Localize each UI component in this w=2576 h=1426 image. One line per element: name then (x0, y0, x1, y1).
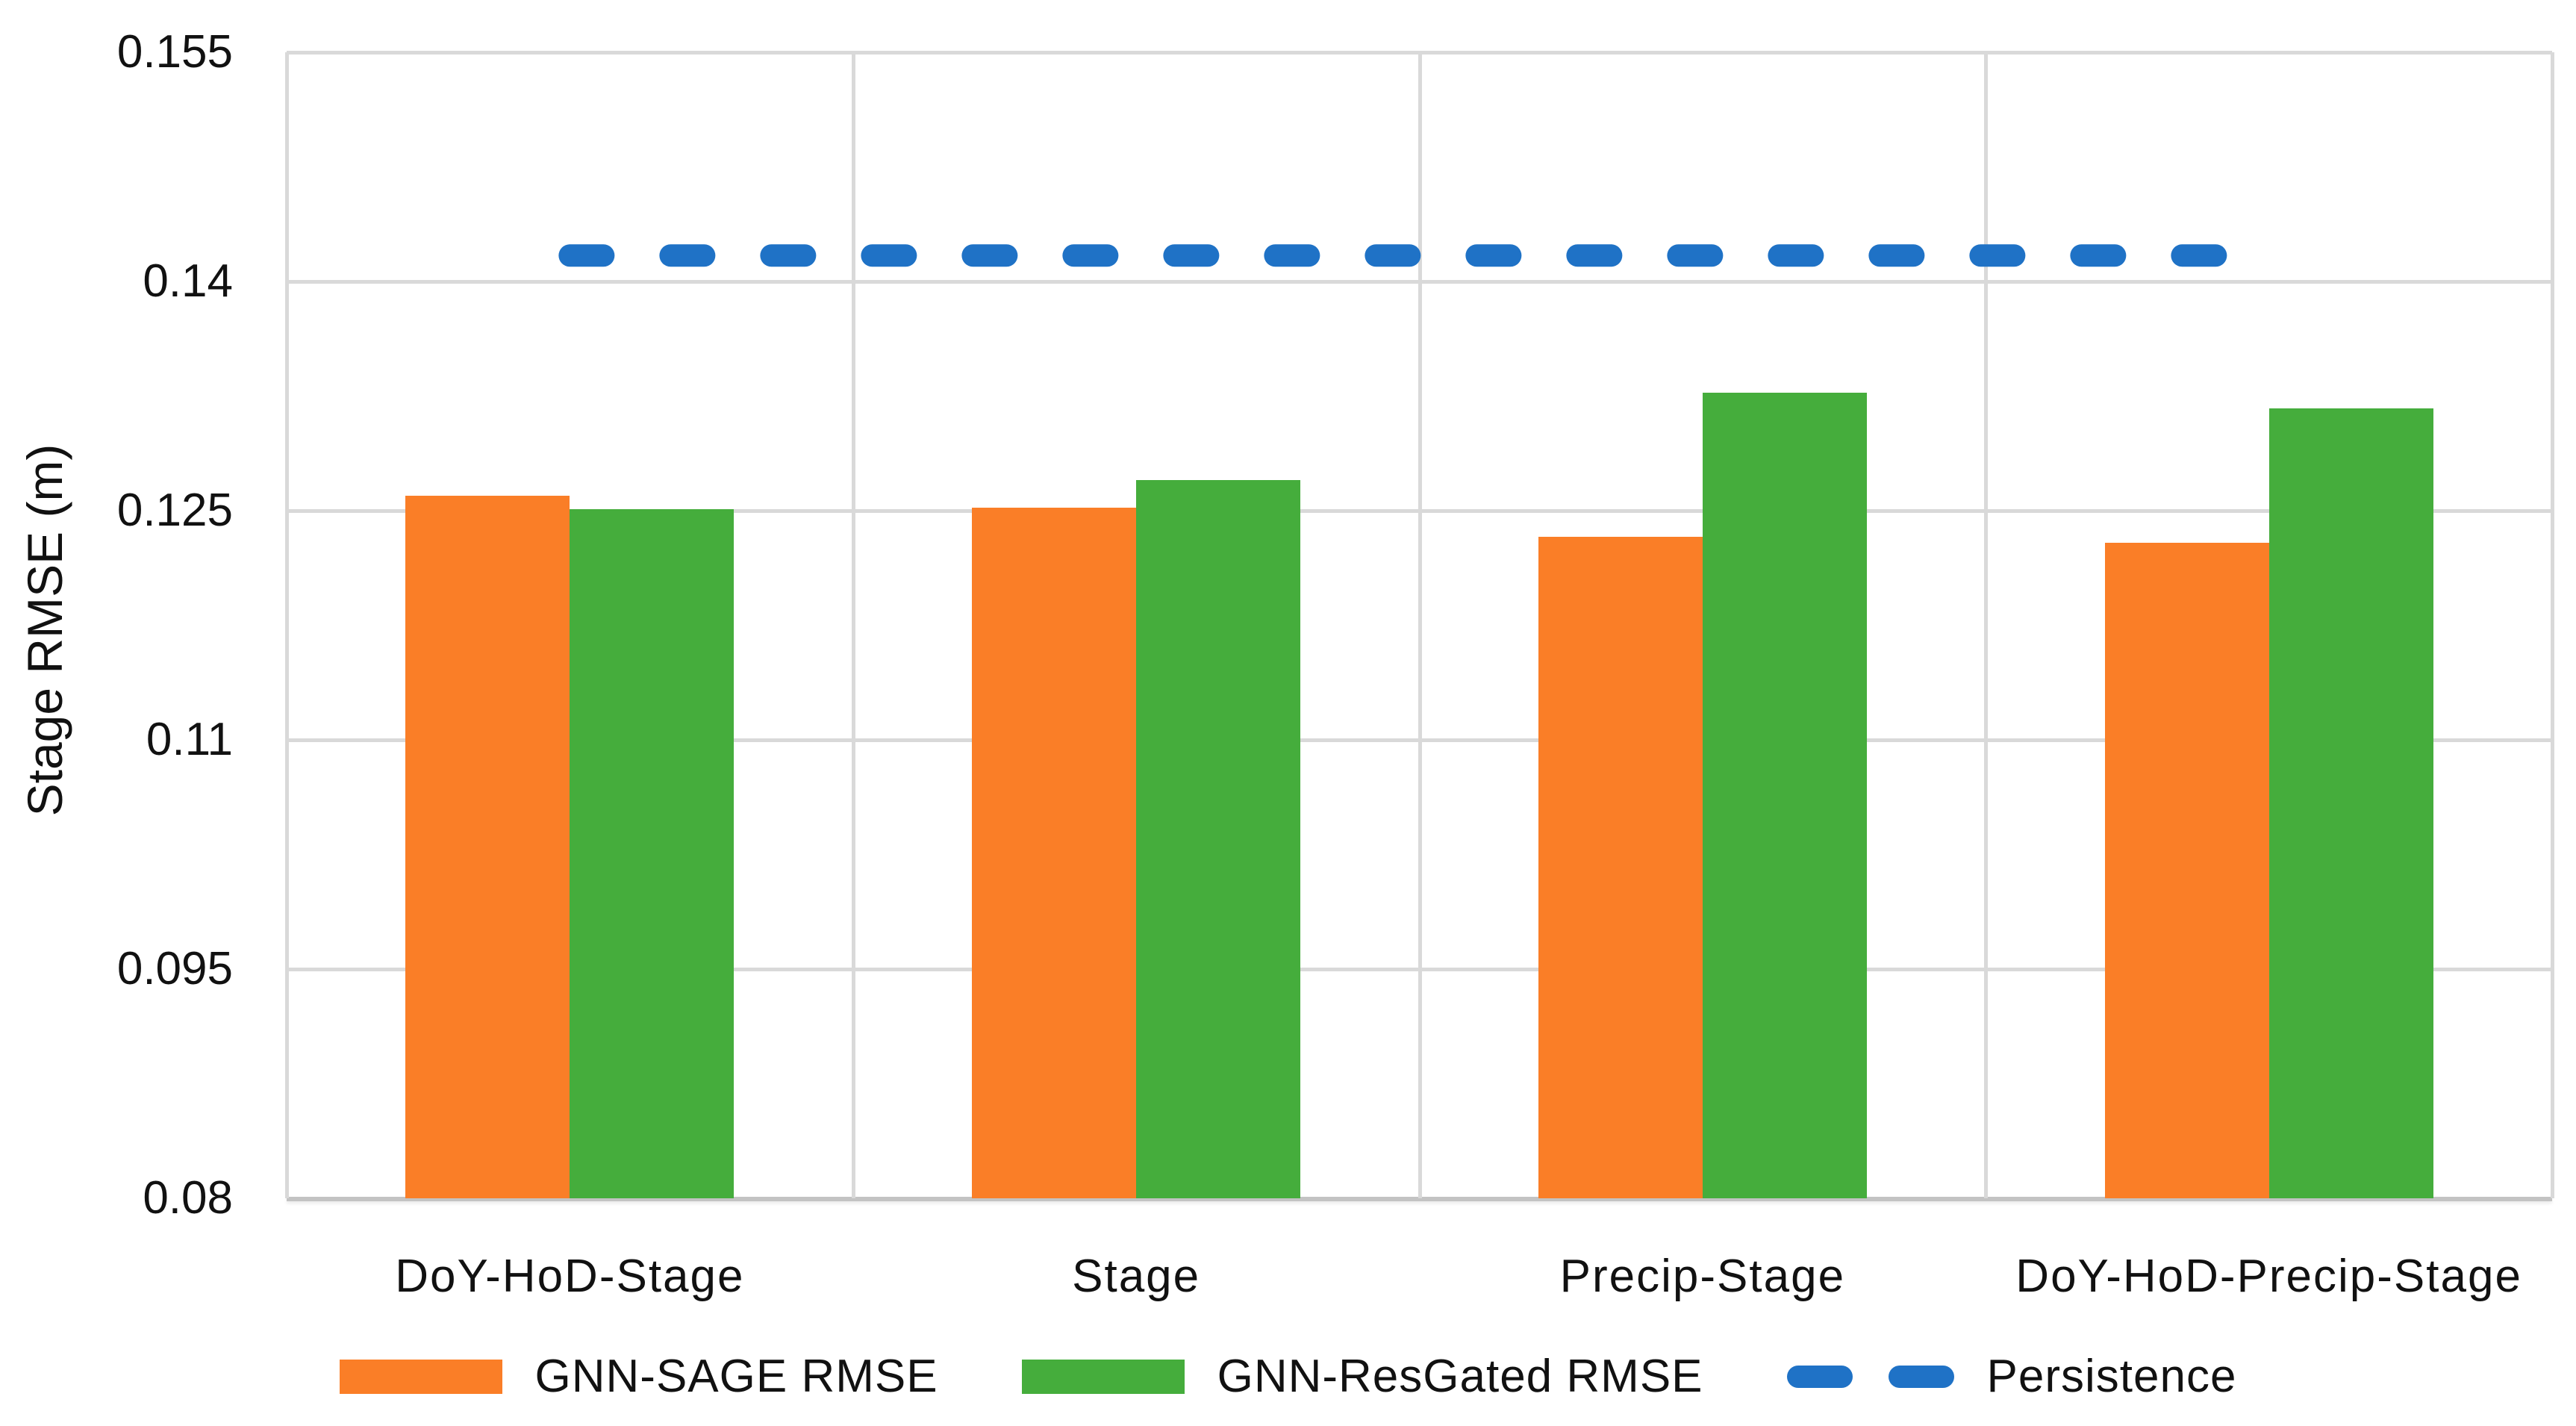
chart-legend: GNN-SAGE RMSE GNN-ResGated RMSE Persistenc… (0, 1348, 2576, 1405)
y-axis-tick-label: 0.125 (116, 485, 233, 536)
legend-item-persistence: Persistence (1786, 1348, 2237, 1405)
legend-item-gnn-sage-rmse: GNN-SAGE RMSE (339, 1348, 938, 1405)
y-axis-tick-label: 0.095 (116, 943, 233, 994)
persistence-dash-swatch-icon (1786, 1366, 1954, 1388)
bar-gnn-resgated-rmse-3 (1702, 393, 1867, 1198)
gridline-vertical (2551, 52, 2554, 1198)
dash-segment-icon (1888, 1366, 1954, 1388)
bar-gnn-sage-rmse-4 (2104, 542, 2269, 1198)
legend-label: GNN-ResGated RMSE (1217, 1351, 1703, 1402)
orange-rect-swatch-icon (339, 1360, 502, 1394)
y-axis-tick-label: 0.14 (143, 255, 233, 307)
gridline-vertical (1418, 52, 1422, 1198)
x-axis-category-label: Precip-Stage (1559, 1251, 1846, 1302)
gridline-horizontal (287, 1197, 2552, 1201)
plot-area (285, 51, 2554, 1201)
x-axis-category-label: DoY-HoD-Stage (395, 1251, 745, 1302)
bar-gnn-sage-rmse-2 (972, 507, 1137, 1198)
x-axis-category-label: Stage (1072, 1251, 1201, 1302)
y-axis-tick-label: 0.08 (143, 1172, 233, 1224)
gridline-vertical (851, 52, 855, 1198)
y-axis-tick-label: 0.11 (146, 714, 233, 765)
bar-gnn-resgated-rmse-4 (2268, 408, 2433, 1198)
bar-gnn-resgated-rmse-2 (1136, 480, 1301, 1198)
x-axis-category-label: DoY-HoD-Precip-Stage (2015, 1251, 2522, 1302)
legend-label: GNN-SAGE RMSE (534, 1351, 938, 1402)
legend-item-gnn-resgated-rmse: GNN-ResGated RMSE (1021, 1348, 1703, 1405)
bar-gnn-sage-rmse-3 (1538, 536, 1703, 1198)
green-rect-swatch-icon (1021, 1360, 1185, 1394)
bar-gnn-sage-rmse-1 (405, 495, 570, 1198)
y-axis-tick-label: 0.155 (116, 26, 233, 78)
gridline-vertical (1984, 52, 1989, 1198)
bar-gnn-resgated-rmse-1 (570, 508, 735, 1198)
dash-segment-icon (1786, 1366, 1853, 1388)
y-axis-line (285, 52, 289, 1198)
legend-label: Persistence (1986, 1351, 2237, 1402)
